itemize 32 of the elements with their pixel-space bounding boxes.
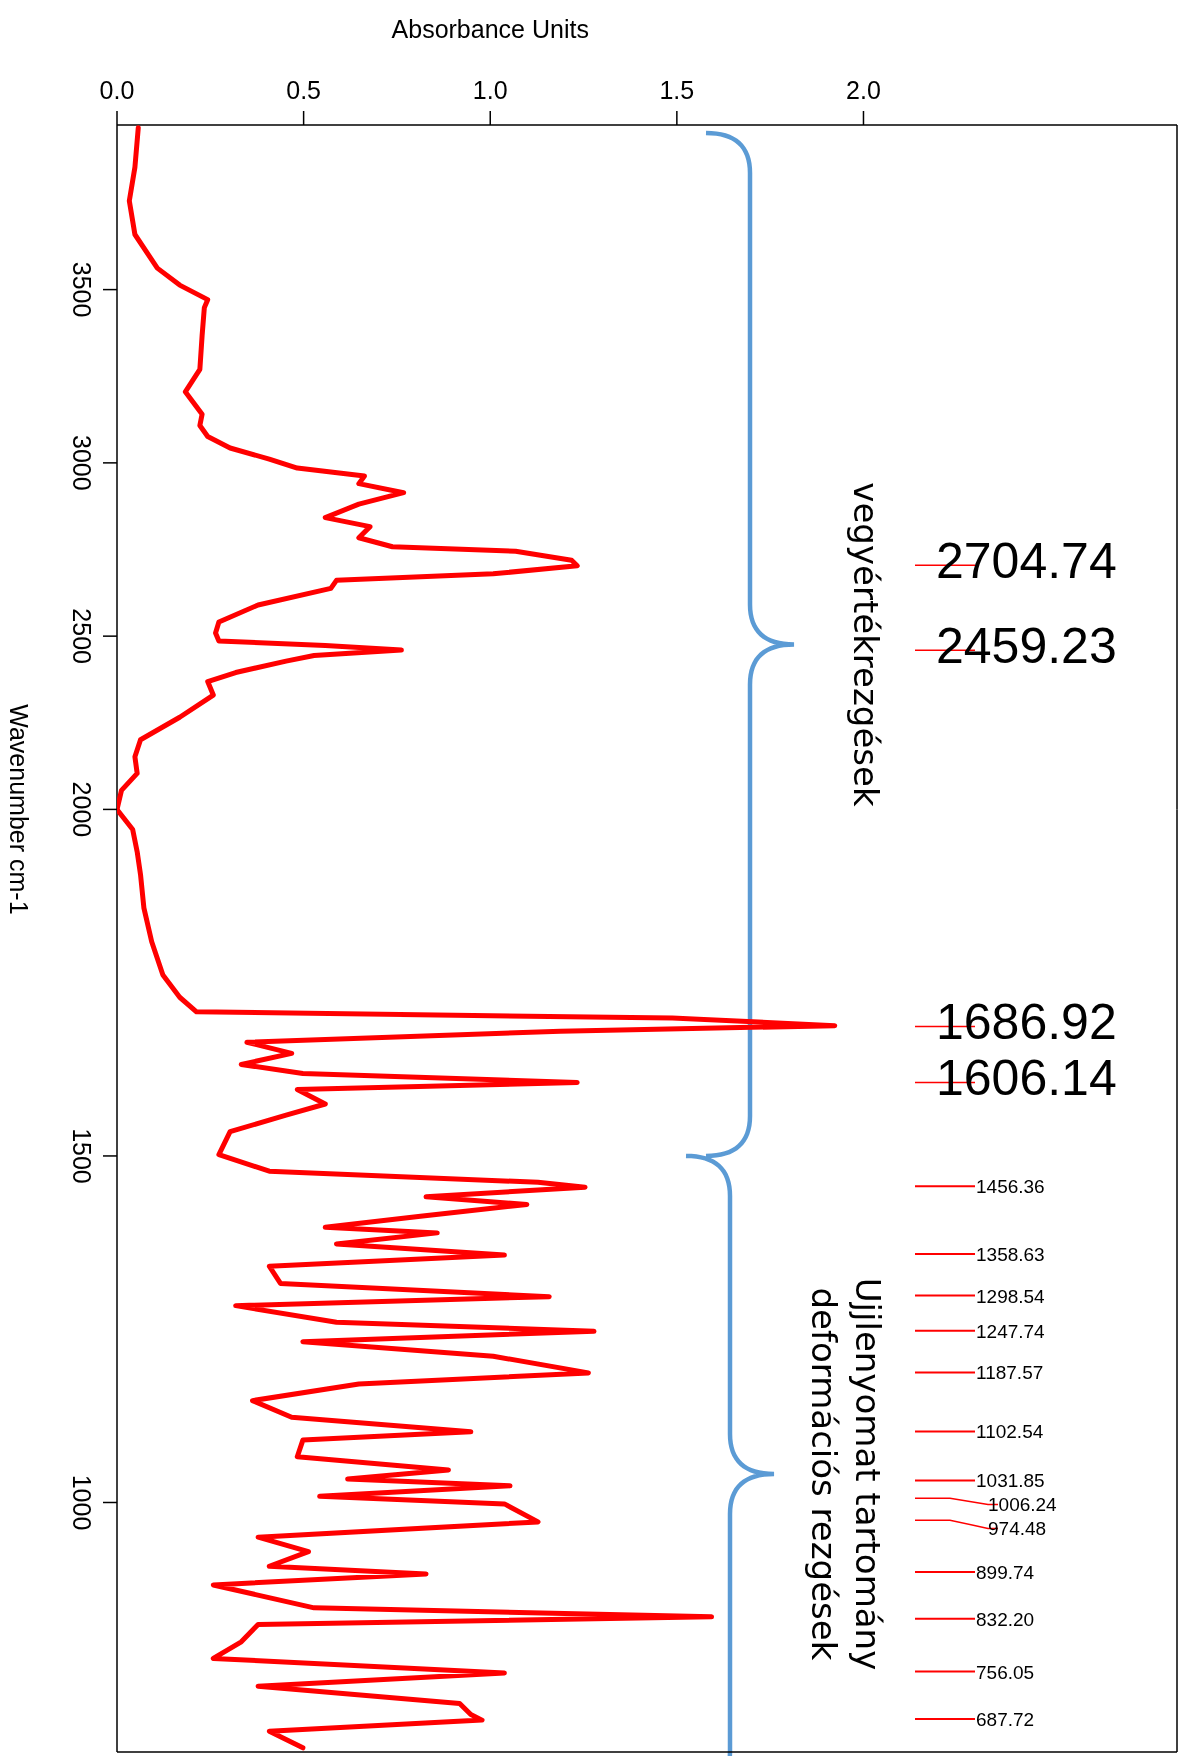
annotation: 1006.24 xyxy=(988,1494,1058,1516)
annotation: 832.20 xyxy=(976,1608,1035,1630)
y-tick-label: 2000 xyxy=(68,781,96,838)
annotation: 899.74 xyxy=(976,1561,1035,1583)
annotation: 2704.74 xyxy=(936,533,1117,590)
x-tick-label: 0.5 xyxy=(286,76,321,104)
x-tick-label: 0.0 xyxy=(99,76,135,104)
x-tick-label: 1.0 xyxy=(472,76,508,104)
x-tick-label: 1.5 xyxy=(659,76,695,104)
y-axis-title: Wavenumber cm-1 xyxy=(5,704,33,915)
annotation: 1686.92 xyxy=(936,994,1117,1051)
annotation: 1031.85 xyxy=(976,1470,1045,1492)
annotation: vegyértékrezgések xyxy=(846,482,886,807)
annotation: 1102.54 xyxy=(976,1421,1044,1443)
annotation: 1247.74 xyxy=(976,1320,1046,1342)
annotation: 687.72 xyxy=(976,1708,1035,1730)
y-tick-label: 3000 xyxy=(68,435,96,491)
annotation: 756.05 xyxy=(976,1661,1035,1683)
annotation: 1187.57 xyxy=(976,1362,1044,1384)
annotation: 974.48 xyxy=(988,1518,1047,1540)
annotation: 2459.23 xyxy=(936,618,1117,675)
x-tick-label: 2.0 xyxy=(846,76,881,104)
y-tick-label: 3500 xyxy=(68,261,96,318)
annotation: 1456.36 xyxy=(976,1176,1045,1198)
annotation: 1298.54 xyxy=(976,1285,1046,1307)
annotation: 1606.14 xyxy=(936,1050,1117,1107)
y-tick-label: 2500 xyxy=(68,608,96,664)
x-axis-title: Absorbance Units xyxy=(391,15,589,43)
annotation: Ujjlenyomat tartomány deformációs rezgések xyxy=(804,1277,888,1671)
y-tick-label: 1000 xyxy=(68,1474,96,1531)
y-tick-label: 1500 xyxy=(68,1128,96,1184)
annotation: 1358.63 xyxy=(976,1243,1045,1265)
